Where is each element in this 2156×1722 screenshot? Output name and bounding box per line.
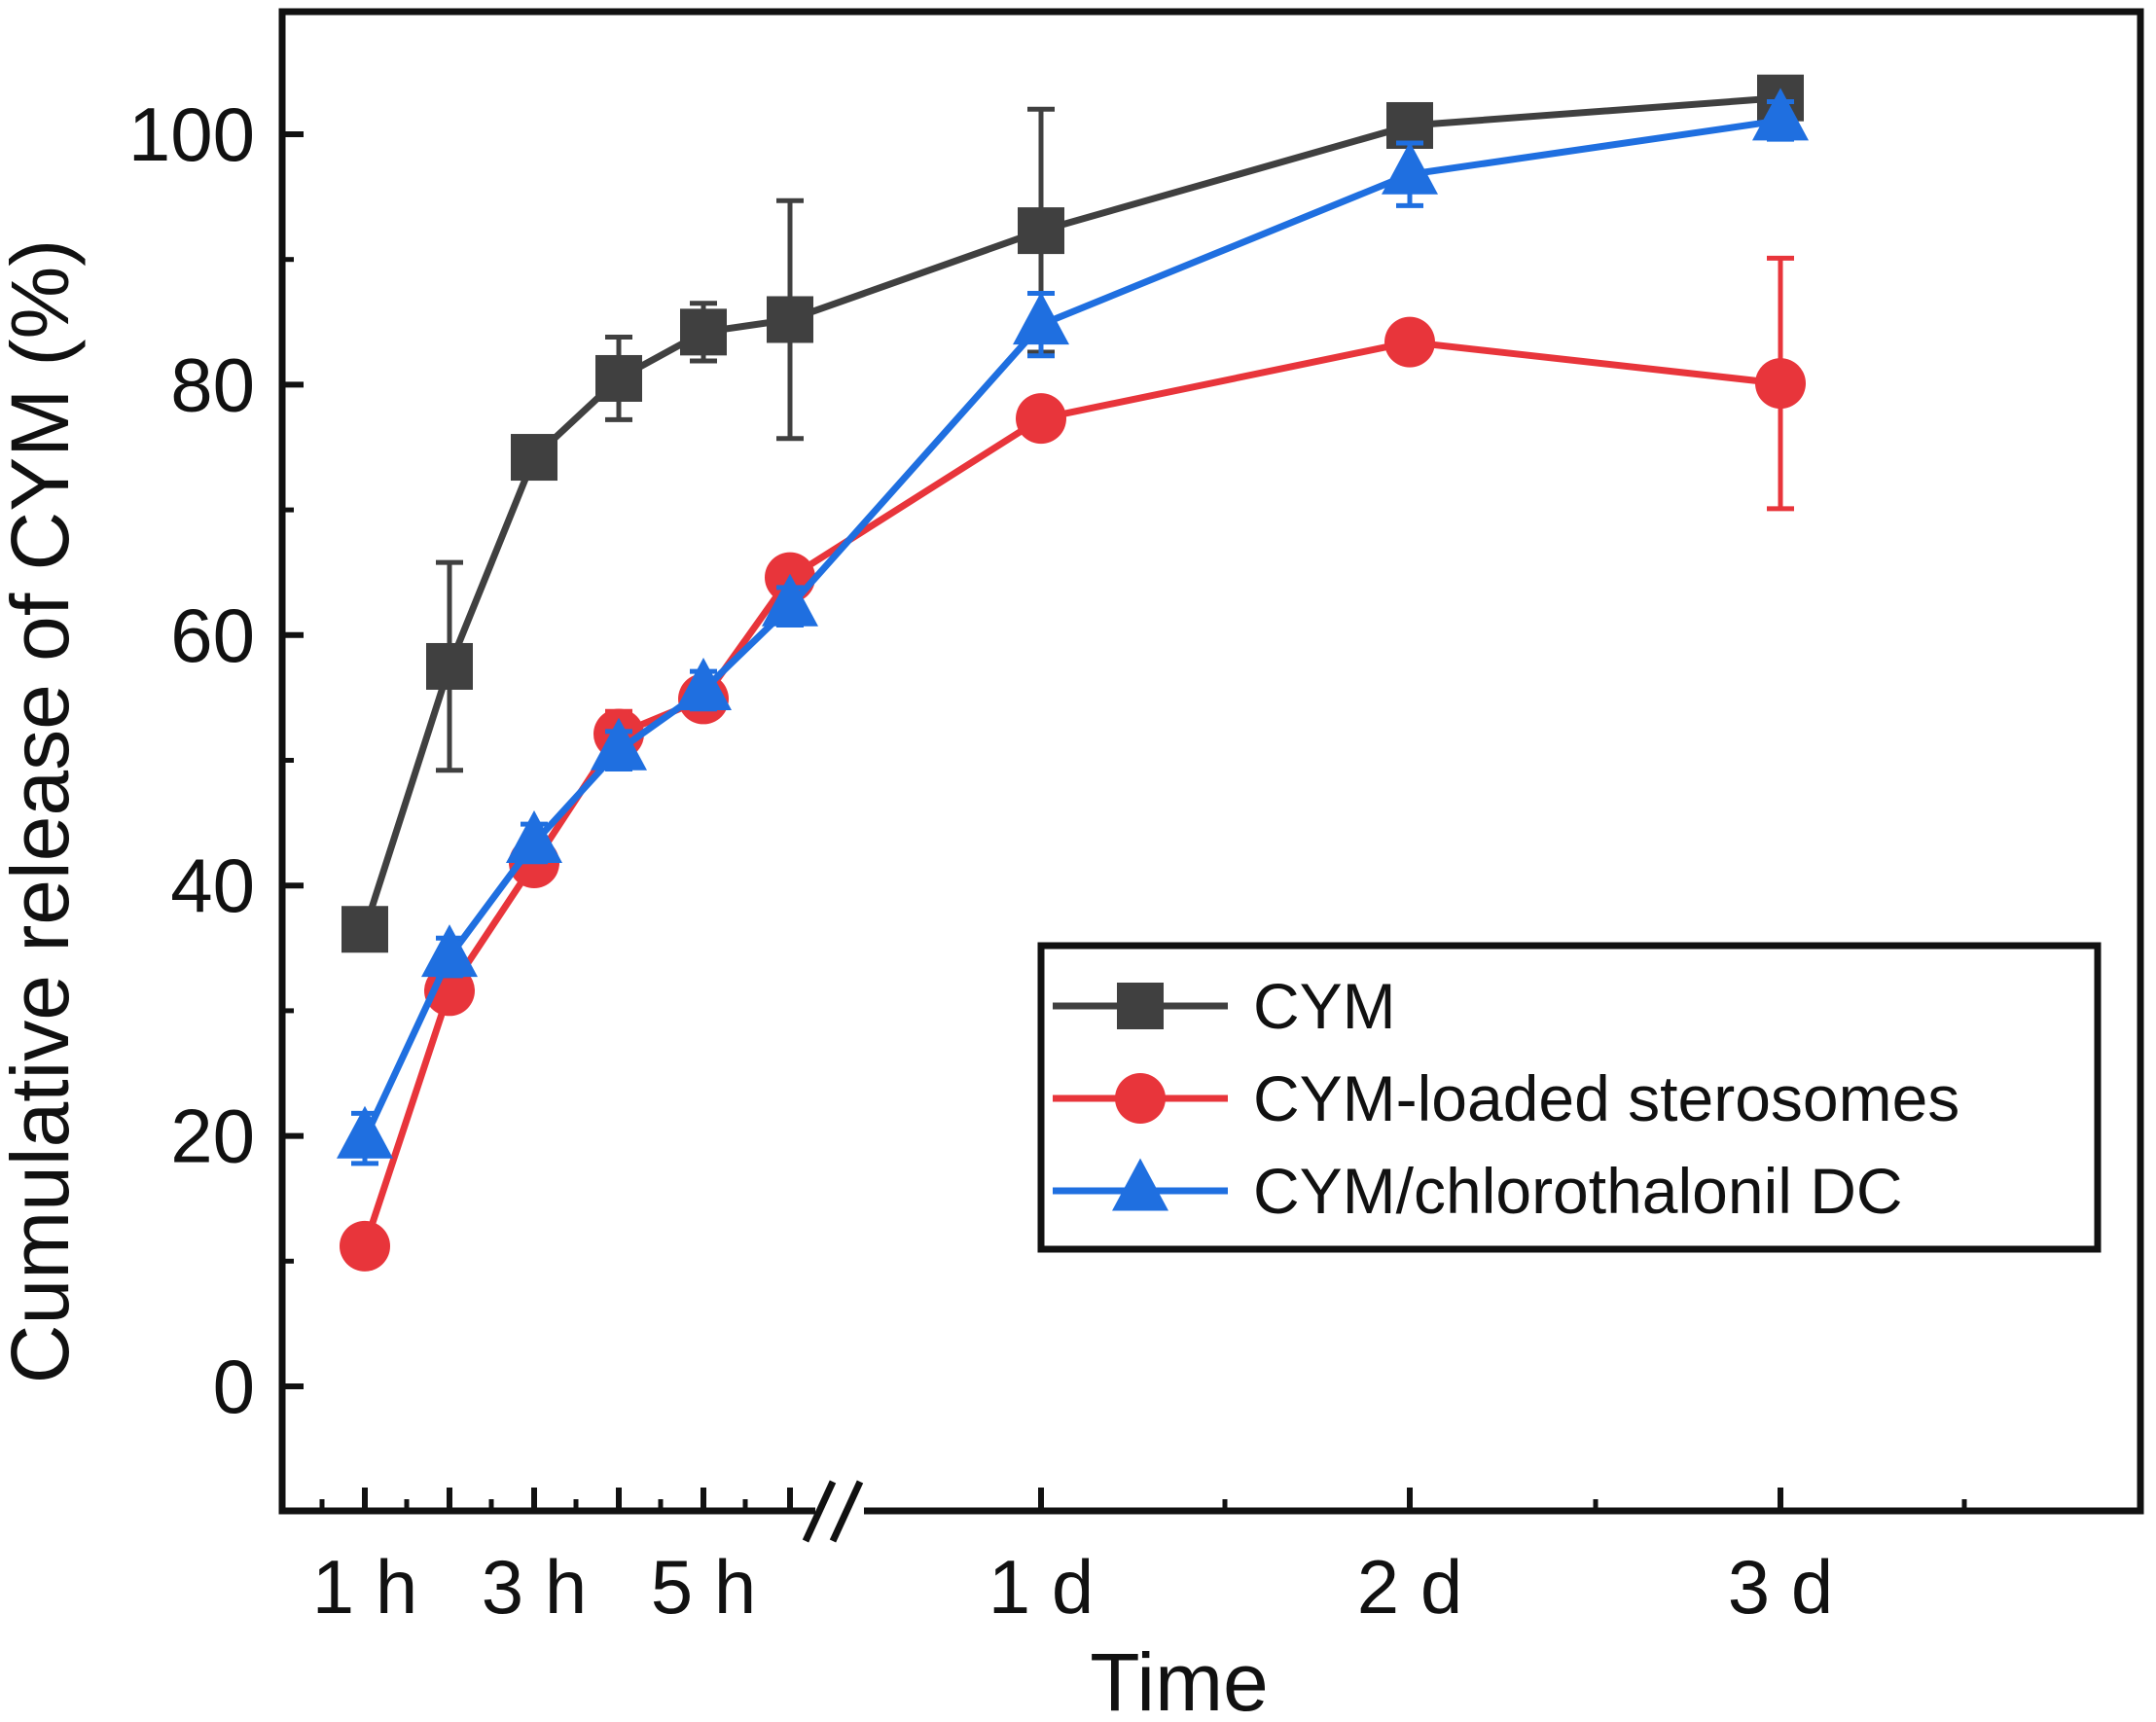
legend-label: CYM/chlorothalonil DC <box>1253 1155 1903 1227</box>
axis-break-mark <box>829 1480 864 1543</box>
legend-marker <box>1112 1158 1168 1211</box>
x-tick-label: 2 d <box>1357 1544 1462 1630</box>
data-point <box>675 657 732 710</box>
axes-layer: 0 20 40 60 80 100 1 h 3 h 5 h 1 d 2 d 3 d <box>128 8 2144 1630</box>
x-axis-title: Time <box>1090 1636 1269 1722</box>
data-point <box>767 296 813 343</box>
x-tick-label: 1 h <box>312 1544 417 1630</box>
data-point <box>337 1105 393 1159</box>
data-point <box>421 924 478 978</box>
data-point <box>1752 88 1809 141</box>
data-point <box>1018 207 1064 255</box>
series-cym-chlorothalonil-dc <box>337 88 1809 1166</box>
data-point <box>511 434 557 482</box>
data-point <box>595 354 642 402</box>
y-tick-label: 40 <box>170 843 255 928</box>
data-point <box>762 573 818 627</box>
legend: CYM CYM-loaded sterosomes CYM/chlorothalon… <box>1037 942 2102 1253</box>
data-point <box>1013 292 1069 345</box>
data-point <box>426 642 473 690</box>
data-point <box>1382 141 1438 195</box>
y-tick-label: 20 <box>170 1094 255 1179</box>
series-layer <box>337 74 1809 1272</box>
data-point <box>341 906 388 953</box>
data-point <box>340 1220 390 1272</box>
data-point <box>1384 316 1435 368</box>
data-point <box>1016 393 1066 445</box>
data-point <box>591 717 647 771</box>
legend-label: CYM-loaded sterosomes <box>1253 1062 1959 1134</box>
x-tick-label: 3 h <box>482 1544 587 1630</box>
series-line <box>361 94 1781 931</box>
data-point <box>506 809 562 863</box>
y-tick-label: 100 <box>128 91 255 177</box>
y-tick-label: 0 <box>213 1344 255 1429</box>
legend-label: CYM <box>1253 970 1396 1042</box>
legend-marker <box>1115 1073 1166 1124</box>
legend-marker <box>1117 983 1164 1029</box>
axis-break-mark <box>802 1480 837 1543</box>
data-point <box>1755 358 1806 410</box>
x-tick-label: 1 d <box>988 1544 1094 1630</box>
x-tick-label: 5 h <box>651 1544 756 1630</box>
y-tick-label: 60 <box>170 592 255 678</box>
x-tick-label: 3 d <box>1728 1544 1833 1630</box>
y-tick-label: 80 <box>170 341 255 427</box>
plot-frame <box>278 8 2144 1515</box>
y-axis-title: Cumulative release of CYM (%) <box>0 239 86 1383</box>
data-point <box>680 308 727 356</box>
